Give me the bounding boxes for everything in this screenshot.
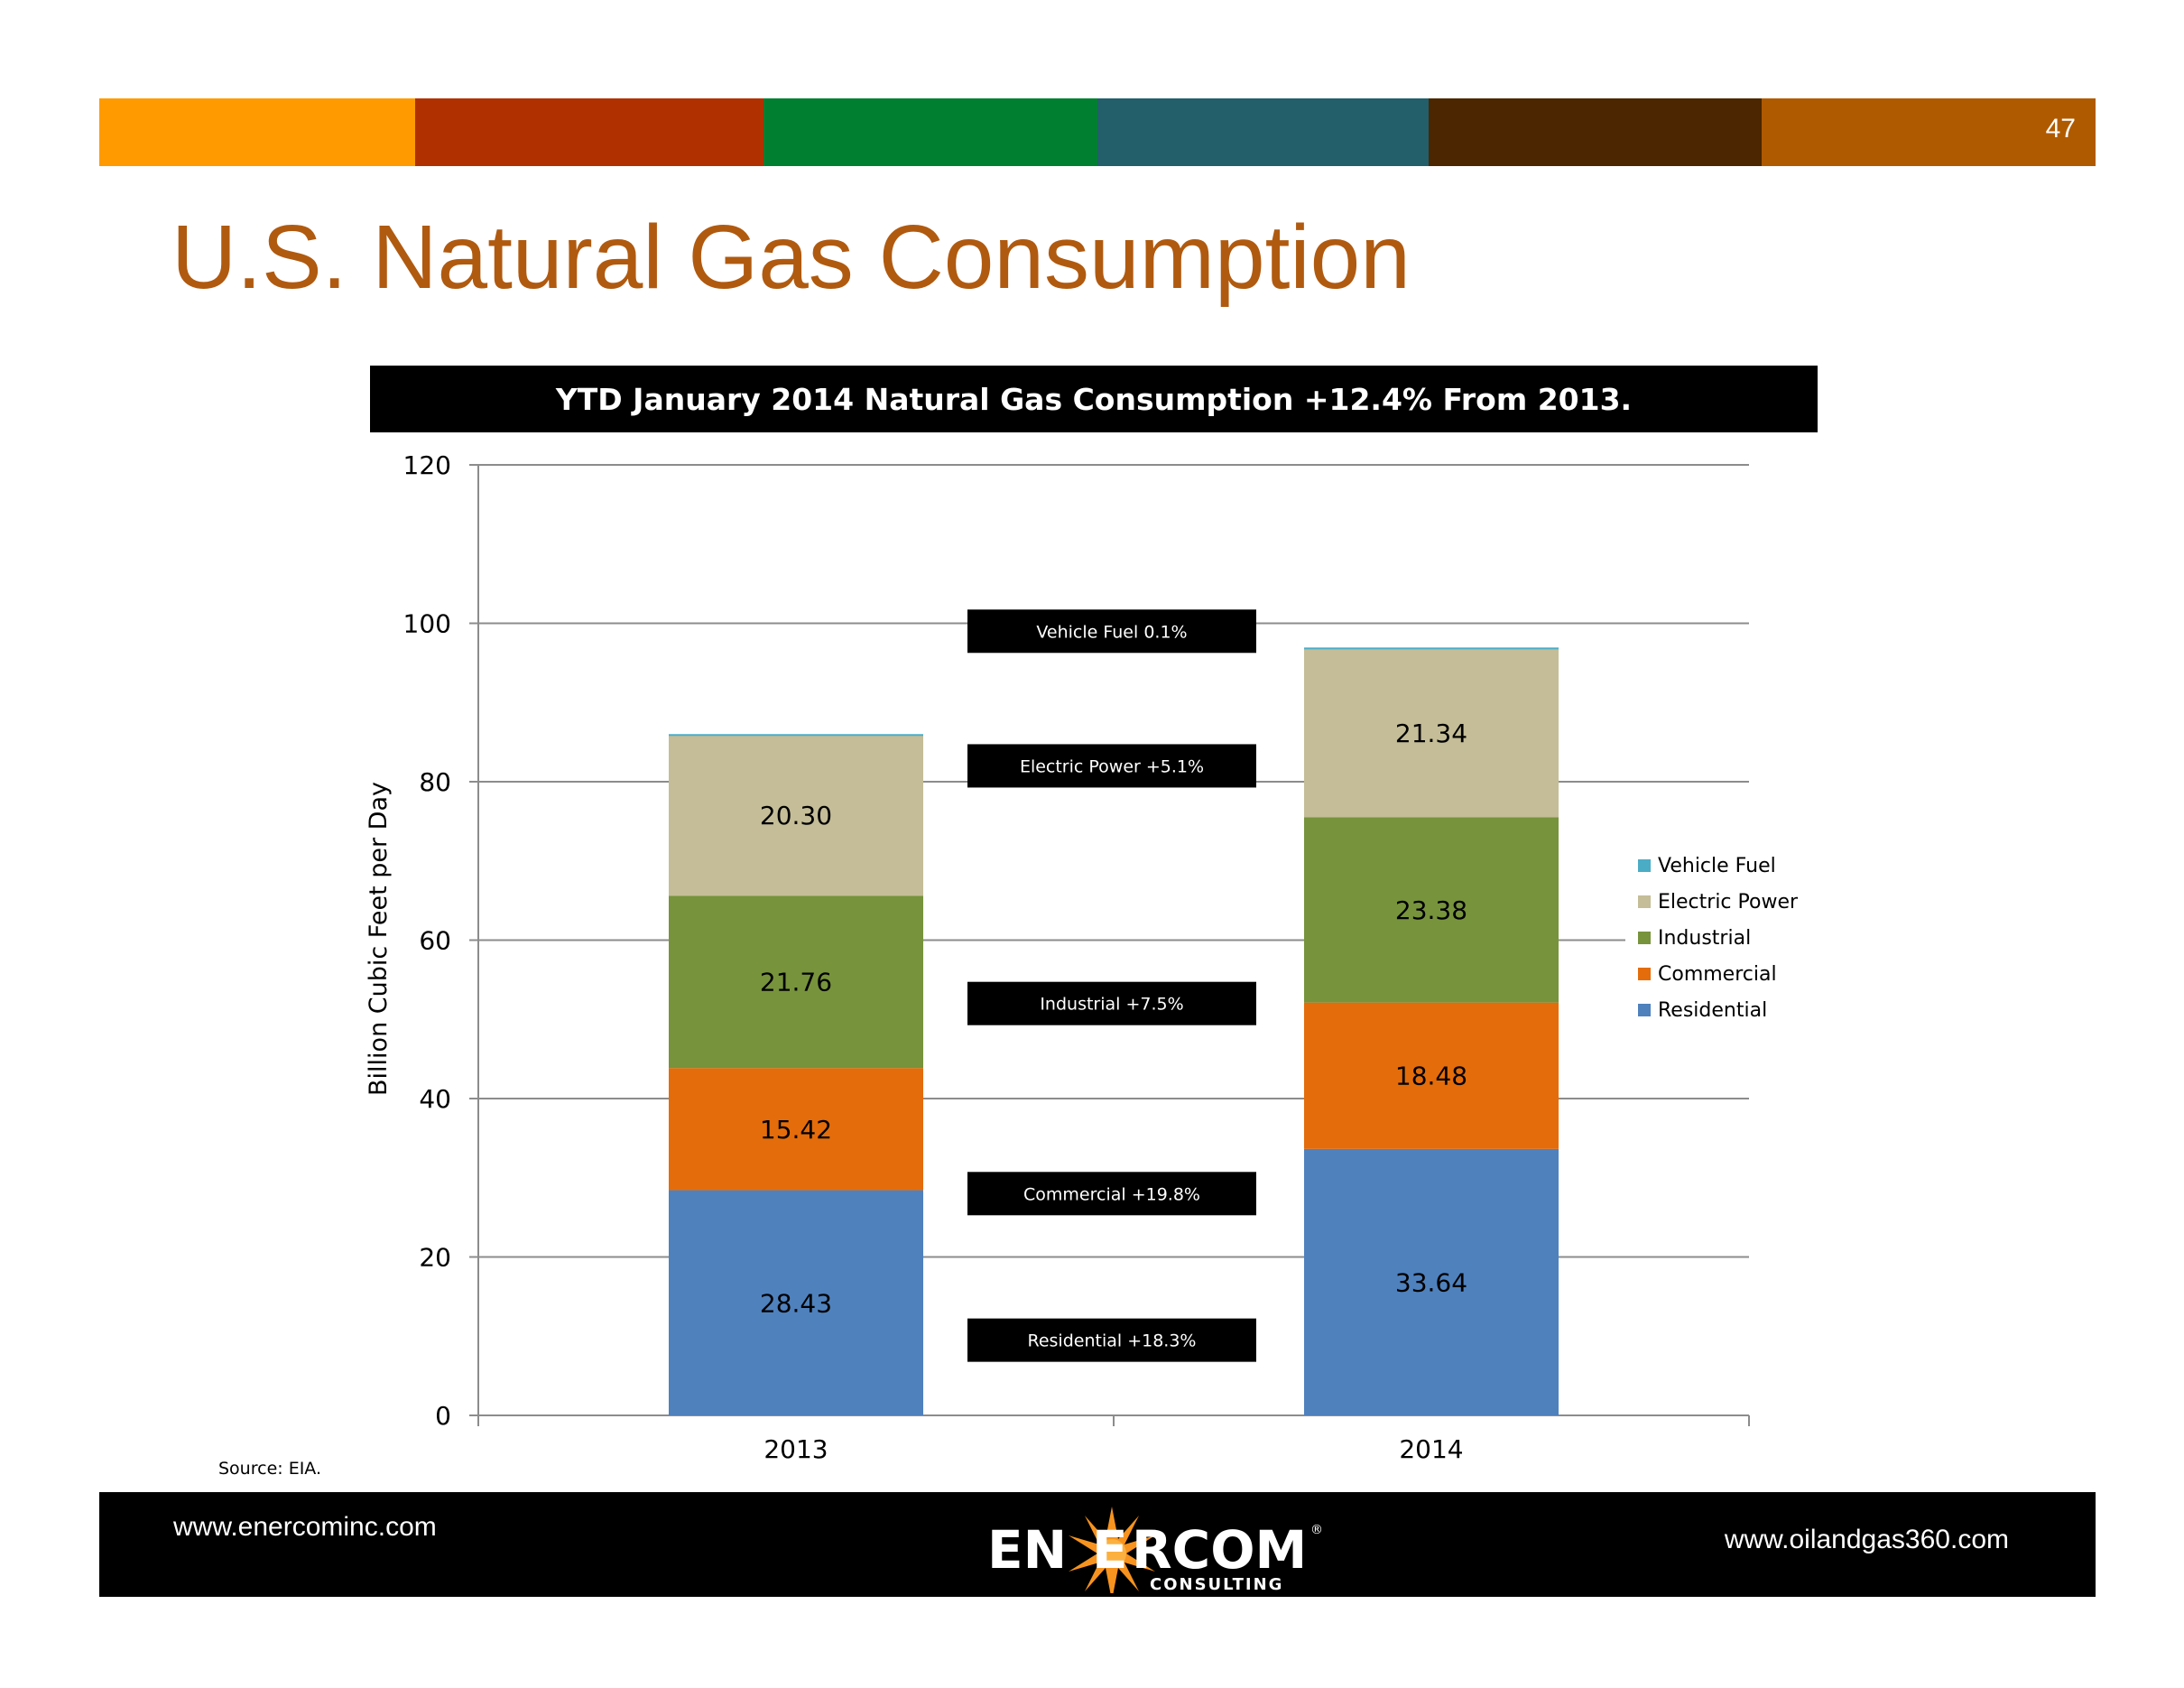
- y-tick-label: 80: [419, 767, 451, 797]
- data-label: 21.34: [1395, 719, 1467, 748]
- band-segment-5: [1429, 98, 1762, 166]
- legend-label: Commercial: [1658, 963, 1777, 986]
- bar-segment: [669, 734, 923, 737]
- footer-link-oilandgas360[interactable]: www.oilandgas360.com: [1724, 1525, 2009, 1554]
- footer-link-enercom[interactable]: www.enercominc.com: [173, 1512, 437, 1542]
- page-number: 47: [2045, 114, 2076, 144]
- annotation-label: Electric Power +5.1%: [1020, 756, 1204, 776]
- annotation-label: Vehicle Fuel 0.1%: [1036, 622, 1187, 642]
- legend-label: Electric Power: [1658, 891, 1799, 914]
- y-tick-label: 100: [403, 609, 451, 639]
- svg-text:E: E: [1092, 1519, 1128, 1581]
- legend-swatch: [1638, 895, 1651, 908]
- bar-segment: [669, 735, 923, 896]
- x-tick-label: 2013: [763, 1434, 828, 1464]
- band-segment-2: [415, 98, 763, 166]
- legend-background: [1625, 845, 1806, 1033]
- data-label: 21.76: [760, 968, 832, 997]
- legend-swatch: [1638, 1004, 1651, 1016]
- source-note: Source: EIA.: [218, 1459, 322, 1479]
- svg-text:RCOM: RCOM: [1132, 1519, 1307, 1581]
- header-color-band: [99, 98, 2096, 166]
- legend-label: Vehicle Fuel: [1658, 855, 1776, 877]
- y-tick-label: 40: [419, 1084, 451, 1114]
- footer-bar: www.enercominc.com EN E RCOM ® CONSULTIN…: [99, 1492, 2096, 1597]
- annotation-label: Commercial +19.8%: [1023, 1184, 1200, 1204]
- band-segment-3: [763, 98, 1097, 166]
- annotation-box: [967, 1318, 1256, 1362]
- data-label: 28.43: [760, 1288, 832, 1318]
- legend-label: Industrial: [1658, 927, 1751, 950]
- bar-segment: [669, 1190, 923, 1415]
- data-label: 33.64: [1395, 1267, 1467, 1297]
- annotation-box: [967, 981, 1256, 1025]
- bar-segment: [669, 895, 923, 1069]
- y-tick-label: 60: [419, 926, 451, 956]
- enercom-logo: EN E RCOM ® CONSULTING: [987, 1507, 1323, 1593]
- legend-swatch: [1638, 932, 1651, 944]
- y-axis-title: Billion Cubic Feet per Day: [365, 782, 393, 1096]
- band-segment-4: [1097, 98, 1429, 166]
- band-segment-1: [99, 98, 415, 166]
- band-segment-6: [1762, 98, 2096, 166]
- y-tick-label: 120: [403, 450, 451, 480]
- data-label: 23.38: [1395, 895, 1467, 925]
- svg-text:CONSULTING: CONSULTING: [1150, 1575, 1283, 1593]
- bar-segment: [1304, 647, 1559, 650]
- svg-text:®: ®: [1310, 1523, 1323, 1537]
- x-tick-label: 2014: [1399, 1434, 1463, 1464]
- slide-title: U.S. Natural Gas Consumption: [171, 207, 1411, 308]
- bar-segment: [1304, 1002, 1559, 1149]
- data-label: 18.48: [1395, 1062, 1467, 1091]
- chart-title: YTD January 2014 Natural Gas Consumption…: [370, 366, 1818, 432]
- data-label: 15.42: [760, 1115, 832, 1145]
- y-tick-label: 20: [419, 1243, 451, 1273]
- bar-segment: [1304, 817, 1559, 1003]
- sunburst-icon: [1069, 1507, 1155, 1593]
- svg-text:EN: EN: [987, 1519, 1067, 1581]
- annotation-label: Industrial +7.5%: [1040, 995, 1183, 1015]
- bar-segment: [1304, 648, 1559, 818]
- legend-label: Residential: [1658, 999, 1767, 1022]
- bar-segment: [669, 1068, 923, 1191]
- legend-swatch: [1638, 968, 1651, 980]
- annotation-box: [967, 744, 1256, 788]
- legend-swatch: [1638, 859, 1651, 872]
- annotation-box: [967, 1172, 1256, 1216]
- bar-segment: [1304, 1148, 1559, 1415]
- annotation-box: [967, 609, 1256, 654]
- annotation-label: Residential +18.3%: [1028, 1331, 1197, 1351]
- y-tick-label: 0: [435, 1401, 451, 1431]
- data-label: 20.30: [760, 801, 832, 830]
